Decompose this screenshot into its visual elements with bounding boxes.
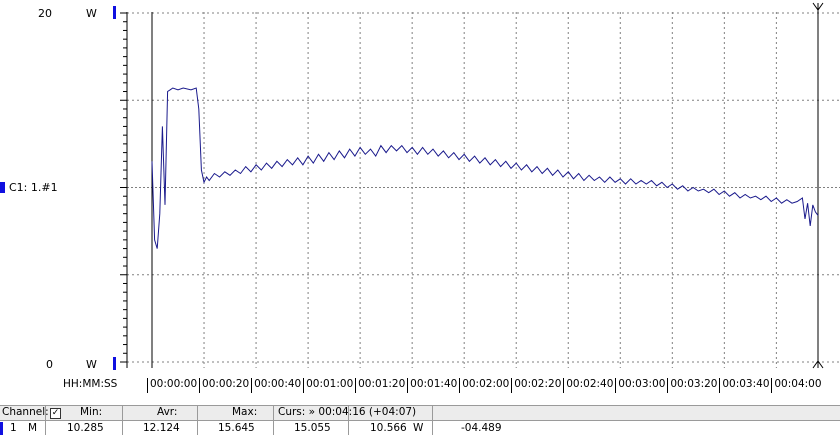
cursor-bottom-arrow	[812, 360, 824, 369]
x-tick-label: 00:03:20	[670, 378, 718, 390]
x-tick-separator	[563, 378, 565, 393]
x-tick-separator	[303, 378, 305, 393]
x-tick-label: 00:00:20	[202, 378, 250, 390]
x-tick-separator	[147, 378, 148, 393]
x-tick-label: 00:01:20	[358, 378, 406, 390]
header-cursor: Curs: » 00:04:16 (+04:07)	[278, 406, 417, 418]
y-axis-bottom-marker[interactable]	[113, 357, 116, 370]
y-axis-max-label: 20	[38, 7, 52, 20]
y-axis-unit-top: W	[86, 7, 97, 20]
x-tick-label: 00:03:40	[722, 378, 770, 390]
header-avr: Avr:	[157, 406, 178, 418]
row-channel-marker	[0, 422, 3, 435]
x-tick-label: 00:00:40	[254, 378, 302, 390]
x-tick-separator	[615, 378, 617, 393]
row-cursor-value: 15.055	[294, 422, 331, 434]
power-chart[interactable]	[0, 0, 840, 380]
channel-marker[interactable]	[0, 182, 5, 193]
header-max: Max:	[232, 406, 258, 418]
stats-header-bar	[0, 405, 840, 421]
chart-grid	[127, 12, 840, 368]
channel-label: C1: 1.#1	[9, 181, 58, 194]
x-tick-separator	[355, 378, 357, 393]
row-min: 10.285	[67, 422, 104, 434]
row-max: 15.645	[218, 422, 255, 434]
y-axis-ticks	[120, 12, 127, 363]
x-tick-separator	[407, 378, 409, 393]
x-tick-label: 00:03:00	[618, 378, 666, 390]
x-tick-separator	[199, 378, 201, 393]
cursor-top-arrow	[812, 2, 824, 11]
row-mode: M	[28, 422, 38, 434]
stats-table: Channel: ✓ Min: Avr: Max: Curs: » 00:04:…	[0, 405, 840, 435]
y-axis-unit-bottom: W	[86, 358, 97, 371]
y-axis-min-label: 0	[46, 358, 53, 371]
x-tick-label: 00:01:40	[410, 378, 458, 390]
x-tick-label: 00:04:00	[774, 378, 822, 390]
x-tick-label: 00:00:00	[150, 378, 198, 390]
row-avr: 12.124	[143, 422, 180, 434]
x-tick-separator	[771, 378, 773, 393]
x-tick-label: 00:02:40	[566, 378, 614, 390]
x-axis-format-label: HH:MM:SS	[63, 378, 118, 390]
header-channel: Channel:	[2, 406, 49, 418]
row-cursor-delta: -04.489	[461, 422, 502, 434]
x-tick-label: 00:02:00	[462, 378, 510, 390]
x-tick-separator	[719, 378, 721, 393]
row-cursor-unit: W	[413, 422, 424, 434]
x-tick-label: 00:01:00	[306, 378, 354, 390]
row-channel-no: 1	[10, 422, 17, 434]
x-tick-separator	[511, 378, 513, 393]
x-tick-separator	[667, 378, 669, 393]
channel-visible-checkbox[interactable]: ✓	[50, 407, 61, 419]
x-tick-separator	[251, 378, 253, 393]
x-tick-separator	[459, 378, 461, 393]
power-trace	[151, 87, 819, 249]
y-axis-top-marker[interactable]	[113, 6, 116, 19]
header-min: Min:	[80, 406, 103, 418]
x-tick-label: 00:02:20	[514, 378, 562, 390]
row-cursor-value2: 10.566	[370, 422, 407, 434]
